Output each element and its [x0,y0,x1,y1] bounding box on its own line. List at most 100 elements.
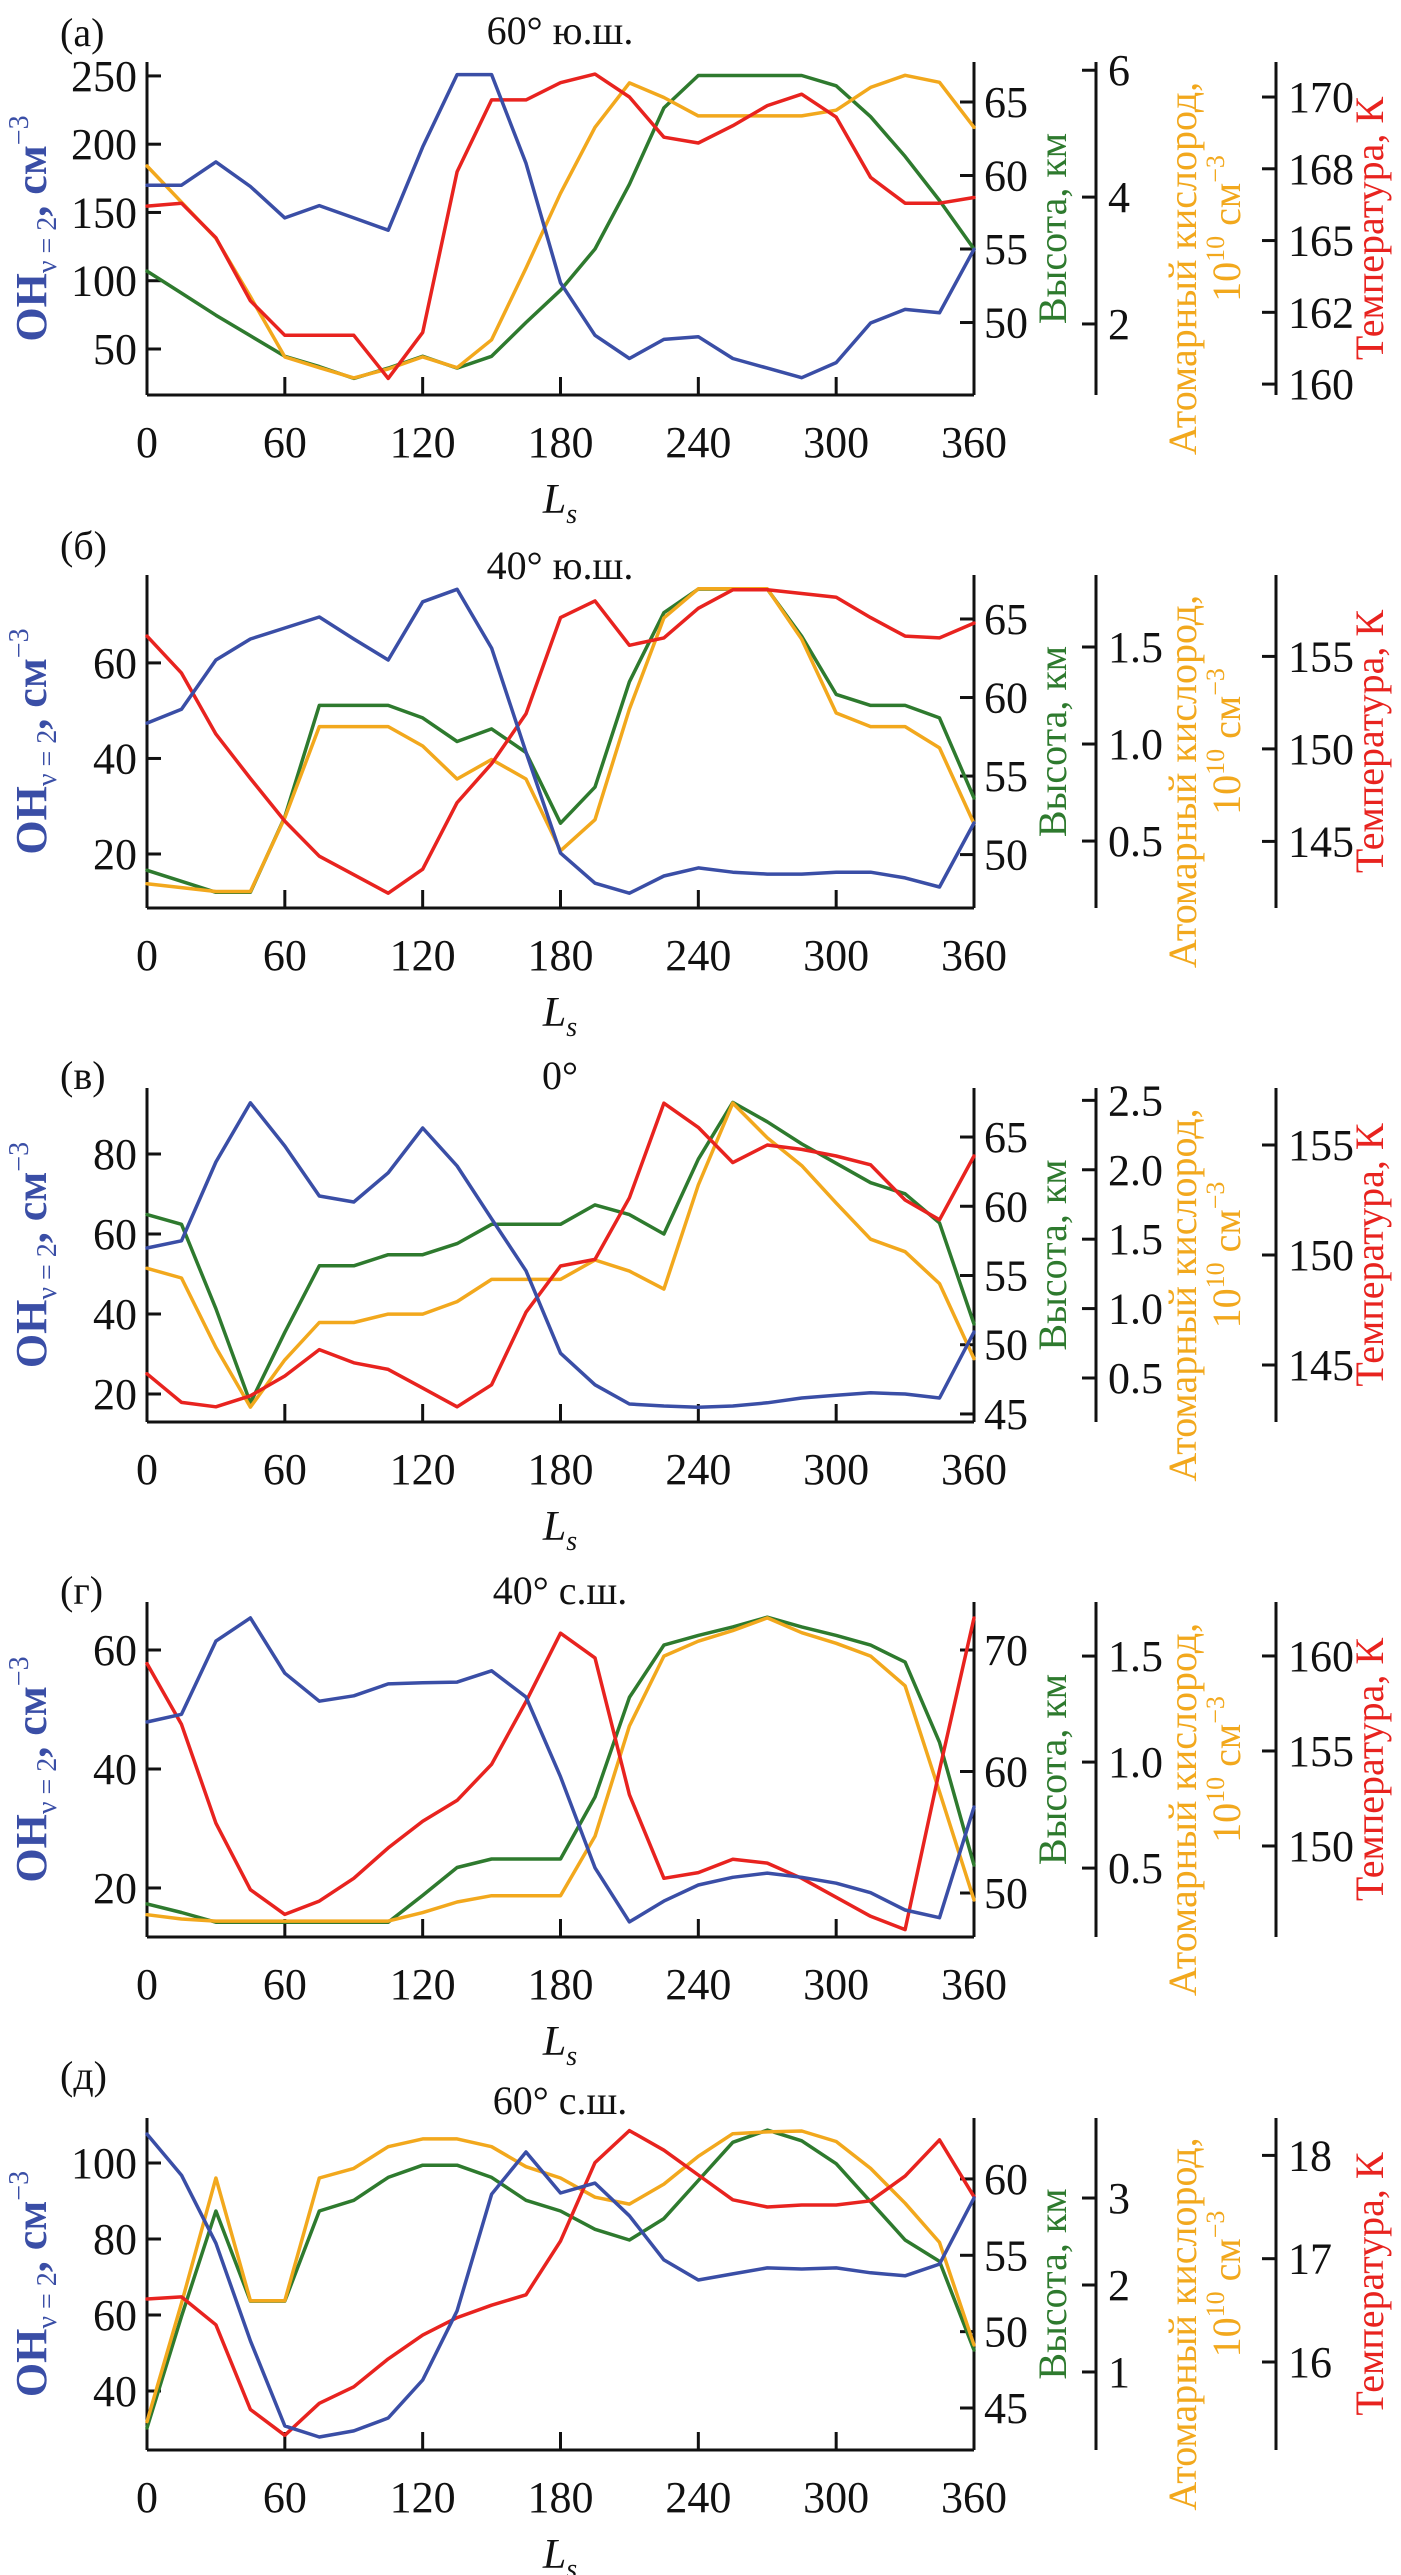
x-tick-label: 120 [390,1960,456,2009]
panel-1: (а) 60° ю.ш. 0 60 120 180 240 300 360 Ls 50 100 150 2… [4,8,1392,530]
altitude-tick-label: 70 [984,1626,1028,1675]
x-tick-label: 0 [136,931,158,980]
oh-title-unit: , см [7,1172,56,1244]
x-label-sub: s [566,1526,577,1557]
temperature-tick-label: 16 [1288,2338,1332,2387]
oh-title-sub: ν = 2 [32,217,63,273]
oh-tick-label: 100 [71,257,137,306]
x-label-sub: s [566,2041,577,2072]
panel-title: 40° с.ш. [493,1568,628,1613]
oxygen-tick-label: 4 [1108,173,1130,222]
temperature-tick-label: 155 [1288,1121,1354,1170]
oxygen-units-base: 10 [1204,1288,1249,1328]
oxygen-tick-label: 6 [1108,46,1130,95]
oh-title-main: OH [7,786,56,854]
altitude-series-line [145,1100,976,1405]
temperature-axis-title: Температура, К [1347,1123,1392,1387]
oh-series-line [145,587,976,895]
x-tick-label: 120 [390,1445,456,1494]
x-tick-label: 240 [665,418,731,467]
x-tick-label: 120 [390,418,456,467]
oxygen-units-unit: см [1204,183,1249,236]
oxygen-units-unit-exp: −3 [1201,1696,1230,1724]
altitude-axis-title: Высота, км [1030,2188,1075,2379]
temperature-tick-label: 168 [1288,145,1354,194]
x-axis-label: Ls [542,2019,577,2072]
temperature-tick-label: 155 [1288,632,1354,681]
altitude-tick-label: 60 [984,1748,1028,1797]
temperature-tick-label: 150 [1288,1231,1354,1280]
x-tick-label: 60 [263,2473,307,2522]
panel-title: 0° [542,1053,578,1098]
oxygen-tick-label: 1.5 [1108,623,1163,672]
x-label-main: L [542,2019,566,2065]
oh-title-sub: ν = 2 [32,1243,63,1299]
x-axis-label: Ls [542,477,577,530]
temperature-series-line [145,1101,976,1409]
temperature-tick-label: 145 [1288,1341,1354,1390]
x-tick-label: 360 [941,1445,1007,1494]
oxygen-axis-units: 1010 см−3 [1201,668,1249,815]
oxygen-axis-title: Атомарный кислород, [1160,595,1205,968]
panel-label: (б) [60,523,107,568]
altitude-axis-title: Высота, км [1030,1674,1075,1865]
oh-tick-label: 60 [93,1626,137,1675]
oh-series-line [145,1616,976,1924]
oh-title-unit: , см [7,145,56,217]
oh-series-line [145,72,976,380]
oh-tick-label: 250 [71,52,137,101]
oh-title-unit: , см [7,1686,56,1758]
oxygen-tick-label: 2 [1108,2261,1130,2310]
oh-title-sup: −3 [4,1656,35,1686]
oxygen-units-unit-exp: −3 [1201,2211,1230,2239]
oxygen-tick-label: 3 [1108,2174,1130,2223]
x-tick-label: 300 [803,1445,869,1494]
altitude-axis-title: Высота, км [1030,133,1075,324]
temperature-series-line [145,2128,976,2438]
altitude-tick-label: 65 [984,595,1028,644]
altitude-tick-label: 50 [984,2308,1028,2357]
oxygen-tick-label: 1.0 [1108,1738,1163,1787]
oxygen-axis-units: 1010 см−3 [1201,1182,1249,1329]
panel-label: (д) [60,2053,107,2098]
altitude-series-line [145,2128,976,2430]
oh-title-sup: −3 [4,628,35,658]
oh-axis-title: OHν = 2, см−3 [4,2171,63,2397]
x-tick-label: 60 [263,418,307,467]
oxygen-units-unit: см [1204,1724,1249,1777]
x-tick-label: 300 [803,2473,869,2522]
temperature-tick-label: 155 [1288,1727,1354,1776]
x-tick-label: 300 [803,931,869,980]
temperature-tick-label: 150 [1288,1822,1354,1871]
oh-title-main: OH [7,1300,56,1368]
x-label-sub: s [566,2554,577,2575]
x-tick-label: 240 [665,1445,731,1494]
oxygen-tick-label: 2.0 [1108,1146,1163,1195]
panel-5: (д)60° с.ш.0 60 120 180 240 300 360Ls406080100… [4,2053,1392,2575]
temperature-tick-label: 160 [1288,360,1354,409]
oh-tick-label: 200 [71,120,137,169]
panel-label: (а) [60,10,104,55]
altitude-tick-label: 55 [984,752,1028,801]
panel-4: (г) 40° с.ш. 0 60 120 180 240 300 360 Ls 20 40 60 OHν… [4,1568,1392,2072]
oxygen-tick-label: 2 [1108,300,1130,349]
x-tick-label: 0 [136,1445,158,1494]
oh-title-main: OH [7,1814,56,1882]
temperature-series-line [145,72,976,381]
oxygen-axis-units: 1010 см−3 [1201,1696,1249,1843]
oxygen-units-exp: 10 [1201,1262,1230,1288]
temperature-tick-label: 17 [1288,2235,1332,2284]
oxygen-tick-label: 1.5 [1108,1215,1163,1264]
oh-axis-title: OHν = 2, см−3 [4,628,63,854]
altitude-tick-label: 55 [984,2231,1028,2280]
oh-title-sub: ν = 2 [32,730,63,786]
oxygen-series-line [145,73,976,380]
oxygen-axis-units: 1010 см−3 [1201,155,1249,302]
oxygen-units-unit: см [1204,2238,1249,2291]
oxygen-tick-label: 1.5 [1108,1632,1163,1681]
oh-title-main: OH [7,2329,56,2397]
oh-tick-label: 20 [93,1864,137,1913]
panel-title: 60° с.ш. [493,2078,628,2123]
altitude-series-line [145,1615,976,1924]
